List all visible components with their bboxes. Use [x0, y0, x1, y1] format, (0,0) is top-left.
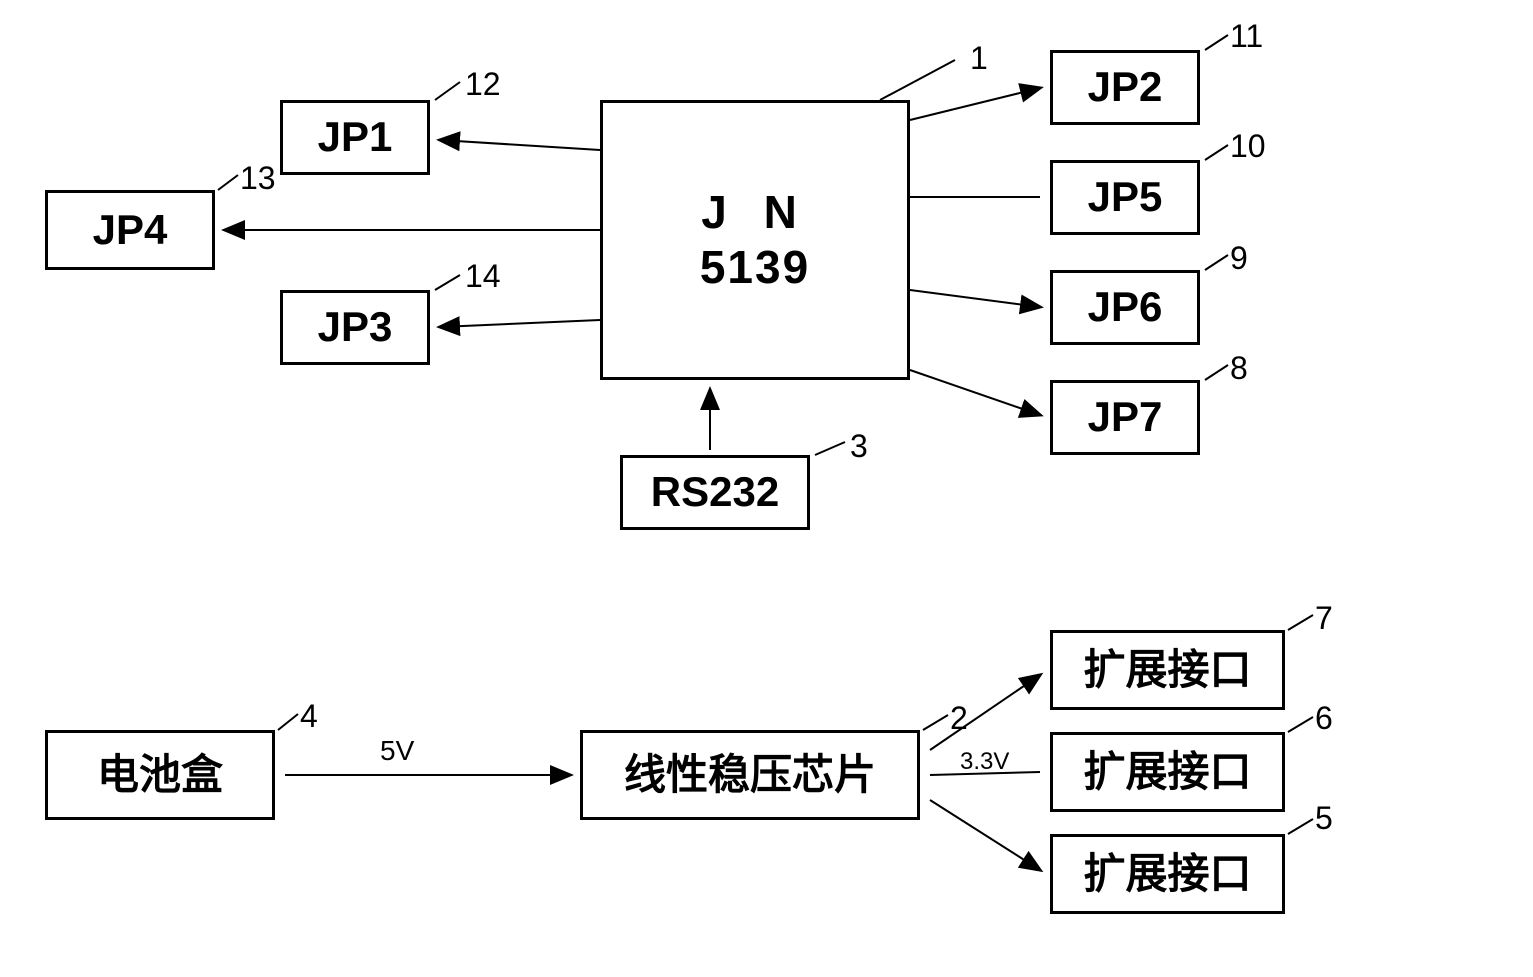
ref-13: 13	[240, 160, 276, 197]
block-jp4: JP4	[45, 190, 215, 270]
jp7-label: JP7	[1088, 392, 1163, 442]
block-regulator: 线性稳压芯片	[580, 730, 920, 820]
jp2-label: JP2	[1088, 62, 1163, 112]
block-main-label2: 5139	[700, 240, 810, 295]
rs232-label: RS232	[651, 467, 779, 517]
ref-3: 3	[850, 428, 868, 465]
jp5-label: JP5	[1088, 172, 1163, 222]
ref-8: 8	[1230, 350, 1248, 387]
ref-14: 14	[465, 258, 501, 295]
ref-9: 9	[1230, 240, 1248, 277]
ref-11: 11	[1230, 18, 1263, 55]
jp6-label: JP6	[1088, 282, 1163, 332]
ref-12: 12	[465, 66, 501, 103]
ref-1: 1	[970, 40, 988, 77]
ref-4: 4	[300, 698, 318, 735]
edge-label-3v3: 3.3V	[960, 748, 1009, 776]
block-ext7: 扩展接口	[1050, 630, 1285, 710]
block-jp1: JP1	[280, 100, 430, 175]
ref-10: 10	[1230, 128, 1266, 165]
battery-label: 电池盒	[97, 750, 223, 800]
block-ext6: 扩展接口	[1050, 732, 1285, 812]
block-main: J N 5139	[600, 100, 910, 380]
jp3-label: JP3	[318, 302, 393, 352]
block-jp6: JP6	[1050, 270, 1200, 345]
jp1-label: JP1	[318, 112, 393, 162]
ext5-label: 扩展接口	[1083, 849, 1251, 899]
ref-2: 2	[950, 700, 968, 737]
block-jp7: JP7	[1050, 380, 1200, 455]
block-jp2: JP2	[1050, 50, 1200, 125]
block-rs232: RS232	[620, 455, 810, 530]
edge-label-5v: 5V	[380, 735, 414, 767]
block-battery: 电池盒	[45, 730, 275, 820]
ref-6: 6	[1315, 700, 1333, 737]
block-jp5: JP5	[1050, 160, 1200, 235]
block-main-label1: J N	[701, 185, 809, 240]
block-diagram: J N 5139 JP1 JP4 JP3 JP2 JP5 JP6 JP7 RS2…	[0, 0, 1533, 977]
regulator-label: 线性稳压芯片	[624, 750, 876, 800]
jp4-label: JP4	[93, 205, 168, 255]
ext7-label: 扩展接口	[1083, 645, 1251, 695]
ref-7: 7	[1315, 600, 1333, 637]
block-ext5: 扩展接口	[1050, 834, 1285, 914]
block-jp3: JP3	[280, 290, 430, 365]
ext6-label: 扩展接口	[1083, 747, 1251, 797]
ref-5: 5	[1315, 800, 1333, 837]
